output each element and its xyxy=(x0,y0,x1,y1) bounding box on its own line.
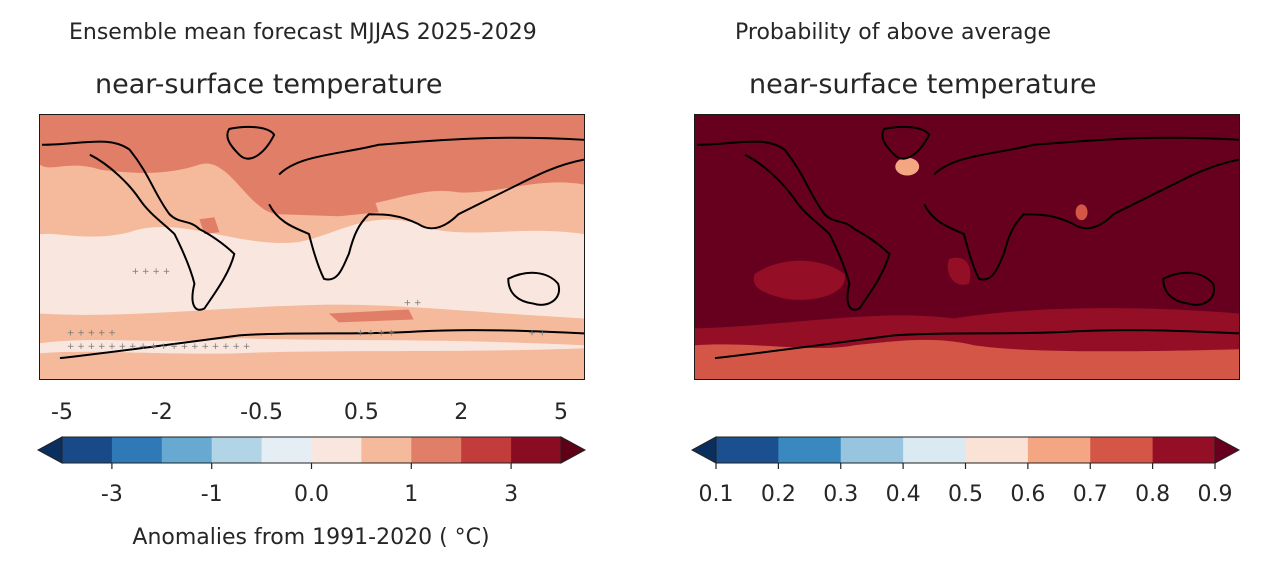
prob-cb-extend-low xyxy=(690,436,717,464)
prob-cb-tick-label: 0.3 xyxy=(823,482,859,507)
anomaly-cb-bottom-tick-label: -1 xyxy=(200,482,223,507)
right-panel-subtitle: near-surface temperature xyxy=(749,69,1097,100)
prob-cb-tick-label: 0.6 xyxy=(1010,482,1046,507)
anomaly-cb-swatch-0 xyxy=(62,437,113,463)
anomaly-cb-extend-high xyxy=(560,436,587,464)
prob-cb-swatch-5 xyxy=(1027,437,1091,463)
probability-map xyxy=(694,114,1240,380)
map-fill-se-pacific xyxy=(753,260,845,300)
prob-cb-tick-label: 0.9 xyxy=(1197,482,1233,507)
map-fill-s-atlantic xyxy=(947,257,971,285)
svg-text:+ + + + +: + + + + + xyxy=(67,328,116,338)
prob-cb-swatch-7 xyxy=(1152,437,1216,463)
coastline-greenland xyxy=(881,125,931,160)
prob-cb-tick-label: 0.5 xyxy=(948,482,983,507)
prob-cb-tick-label: 0.4 xyxy=(885,482,921,507)
anomaly-cb-swatch-5 xyxy=(311,437,362,463)
prob-cb-tick-label: 0.2 xyxy=(760,482,796,507)
svg-text:+ + + + + + + + + + + + + + +: + + + + + + + + + + + + + + + + + + xyxy=(67,342,250,352)
map-fill-sahara-warm xyxy=(267,182,379,217)
prob-cb-tick-label: 0.8 xyxy=(1135,482,1171,507)
anomaly-cb-swatch-2 xyxy=(161,437,213,463)
coastline-australia xyxy=(1162,271,1216,306)
anomaly-map: + + + + + + + + + + + + + + + + + + + + … xyxy=(39,114,585,380)
map-fill-amazon-warm xyxy=(199,217,220,235)
anomaly-cb-top-tick-label: 5 xyxy=(554,400,568,425)
right-panel-title: Probability of above average xyxy=(735,20,1052,45)
anomaly-cb-bottom-tick-label: 1 xyxy=(404,482,419,507)
prob-cb-swatch-6 xyxy=(1090,437,1154,463)
anomaly-cb-top-tick-label: -5 xyxy=(51,400,73,425)
map-fill-india-spot xyxy=(1075,204,1088,221)
anomaly-cb-top-tick-label: 2 xyxy=(454,400,469,425)
prob-cb-tick-label: 0.1 xyxy=(698,482,734,507)
anomaly-cb-swatch-1 xyxy=(111,437,163,463)
prob-cb-swatch-0 xyxy=(716,437,779,463)
map-fill-antarctic-light xyxy=(40,338,584,354)
coastline-africa-eurasia xyxy=(923,136,1239,281)
coastline-americas xyxy=(696,140,891,311)
anomaly-cb-swatch-9 xyxy=(511,437,562,463)
coastline-antarctica xyxy=(714,329,1239,360)
coastline-antarctica xyxy=(59,329,584,360)
anomaly-cb-top-tick-label: 0.5 xyxy=(343,400,379,425)
anomaly-cb-swatch-6 xyxy=(361,437,412,463)
prob-cb-swatch-4 xyxy=(965,437,1029,463)
prob-cb-swatch-3 xyxy=(903,437,966,463)
prob-cb-tick-label: 0.7 xyxy=(1072,482,1108,507)
svg-text:+ + + +: + + + + xyxy=(132,267,171,277)
coastline-africa-eurasia xyxy=(268,136,584,281)
prob-cb-extend-high xyxy=(1214,436,1241,464)
left-panel-subtitle: near-surface temperature xyxy=(95,69,443,100)
anomaly-cb-bottom-tick-label: 3 xyxy=(504,482,519,507)
anomaly-cb-swatch-8 xyxy=(461,437,512,463)
probability-colorbar xyxy=(690,436,1241,469)
anomaly-cb-swatch-4 xyxy=(261,437,312,463)
map-fill-n-atlantic-spot xyxy=(895,157,920,176)
coastline-greenland xyxy=(226,125,276,160)
coastline-australia xyxy=(507,271,561,306)
left-panel-title: Ensemble mean forecast MJJAS 2025-2029 xyxy=(69,20,537,45)
map-fill-so-warm xyxy=(328,309,414,323)
anomaly-cb-top-tick-label: -2 xyxy=(150,400,173,425)
anomaly-cb-swatch-7 xyxy=(411,437,462,463)
prob-cb-swatch-1 xyxy=(778,437,842,463)
coastline-americas xyxy=(41,140,236,311)
anomaly-cb-top-tick-label: -0.5 xyxy=(240,400,284,425)
map-fill-so-light xyxy=(695,339,1239,379)
anomaly-colorbar xyxy=(36,436,587,469)
stippling: + + + + + + + + + + + + + + + + + + + + … xyxy=(67,267,546,352)
anomaly-colorbar-label: Anomalies from 1991-2020 ( °C) xyxy=(132,525,490,550)
coastlines xyxy=(696,125,1239,360)
coastlines xyxy=(41,125,584,360)
anomaly-cb-bottom-tick-label: 0.0 xyxy=(294,482,329,507)
svg-text:+ +: + + xyxy=(528,328,546,338)
anomaly-cb-bottom-tick-label: -3 xyxy=(100,482,123,507)
anomaly-cb-swatch-3 xyxy=(211,437,263,463)
svg-text:+ +: + + xyxy=(404,299,422,309)
anomaly-cb-extend-low xyxy=(36,436,63,464)
prob-cb-swatch-2 xyxy=(840,437,904,463)
svg-text:+ + + +: + + + + xyxy=(357,328,396,338)
